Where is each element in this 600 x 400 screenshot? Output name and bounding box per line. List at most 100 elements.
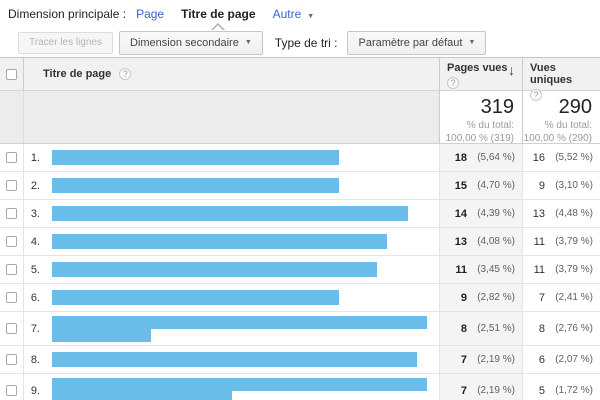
redaction-bar xyxy=(52,178,339,193)
row-checkbox[interactable] xyxy=(6,292,17,303)
vues-uniques-percent: (3,10 %) xyxy=(555,180,593,191)
row-checkbox[interactable] xyxy=(6,236,17,247)
column-header-label: Vues uniques xyxy=(530,62,573,86)
chevron-down-icon: ▼ xyxy=(244,39,252,46)
row-rank: 6. xyxy=(30,291,40,304)
select-all-checkbox[interactable] xyxy=(6,68,17,80)
totals-pages-vues: 319 % du total: 100,00 % (319) xyxy=(439,91,522,144)
vues-uniques-cell: 11 (3,79 %) xyxy=(522,256,600,283)
row-checkbox-cell xyxy=(0,374,24,400)
row-rank: 2. xyxy=(30,179,40,192)
header-checkbox-cell xyxy=(0,58,24,90)
chevron-down-icon: ▼ xyxy=(307,13,315,20)
report-toolbar: Tracer les lignes Dimension secondaire ▼ … xyxy=(0,28,600,57)
row-checkbox[interactable] xyxy=(6,208,17,219)
row-checkbox-cell xyxy=(0,228,24,255)
sort-descending-icon[interactable]: ↓ xyxy=(508,62,515,78)
table-row: 2. 15 (4,70 %) 9 (3,10 %) xyxy=(0,172,600,200)
page-title-cell: 1. xyxy=(24,144,439,171)
column-header-vues-uniques[interactable]: Vues uniques ? xyxy=(522,58,600,101)
row-checkbox[interactable] xyxy=(6,264,17,275)
vues-uniques-percent: (3,79 %) xyxy=(555,236,593,247)
pages-vues-percent: (4,70 %) xyxy=(477,180,515,191)
vues-uniques-value: 11 xyxy=(533,263,545,276)
pages-vues-value: 11 xyxy=(455,263,467,276)
redaction-bar xyxy=(52,390,232,400)
pages-vues-percent: (2,19 %) xyxy=(477,354,515,365)
redaction-bar xyxy=(52,262,377,277)
page-title-cell: 4. xyxy=(24,228,439,255)
column-header-label: Titre de page xyxy=(43,68,112,80)
pages-vues-value: 13 xyxy=(454,235,467,248)
help-icon[interactable]: ? xyxy=(119,68,132,80)
redacted-page-title xyxy=(52,290,339,305)
table-body: 1. 18 (5,64 %) 16 (5,52 %) 2. 15 (4,70 %… xyxy=(0,144,600,400)
vues-uniques-cell: 13 (4,48 %) xyxy=(522,200,600,227)
page-title-cell: 9. xyxy=(24,374,439,400)
sort-type-label: Type de tri : xyxy=(274,35,338,50)
plot-rows-button[interactable]: Tracer les lignes xyxy=(18,31,113,54)
column-header-pages-vues[interactable]: Pages vues ↓ ? xyxy=(439,58,522,90)
vues-uniques-value: 16 xyxy=(532,151,545,164)
row-checkbox-cell xyxy=(0,312,24,345)
dimension-tab-autre-label: Autre xyxy=(272,7,302,21)
totals-vues-uniques-value: 290 xyxy=(558,96,592,118)
redacted-page-title xyxy=(52,206,408,221)
pages-vues-percent: (3,45 %) xyxy=(477,264,515,275)
pages-vues-percent: (5,64 %) xyxy=(477,152,515,163)
row-rank: 9. xyxy=(30,384,40,397)
totals-pages-vues-pct: 100,00 % (319) xyxy=(445,133,514,144)
table-row: 9. 7 (2,19 %) 5 (1,72 %) xyxy=(0,374,600,400)
pages-vues-cell: 14 (4,39 %) xyxy=(439,200,522,227)
page-title-cell: 5. xyxy=(24,256,439,283)
table-row: 1. 18 (5,64 %) 16 (5,52 %) xyxy=(0,144,600,172)
totals-spacer xyxy=(0,91,24,143)
redaction-bar xyxy=(52,328,151,342)
data-table: Titre de page ? Pages vues ↓ ? Vues uniq… xyxy=(0,57,600,400)
help-icon[interactable]: ? xyxy=(530,89,542,101)
redacted-page-title xyxy=(52,234,387,249)
dimension-tab-titre-de-page[interactable]: Titre de page xyxy=(181,7,256,31)
vues-uniques-value: 9 xyxy=(538,179,545,192)
vues-uniques-cell: 16 (5,52 %) xyxy=(522,144,600,171)
page-title-cell: 3. xyxy=(24,200,439,227)
pages-vues-value: 8 xyxy=(460,322,467,335)
row-checkbox[interactable] xyxy=(6,323,17,334)
secondary-dimension-dropdown[interactable]: Dimension secondaire ▼ xyxy=(119,30,263,55)
secondary-dimension-label: Dimension secondaire xyxy=(130,36,239,49)
totals-pages-vues-value: 319 xyxy=(480,96,514,118)
column-header-titre-de-page[interactable]: Titre de page ? xyxy=(24,58,439,90)
vues-uniques-cell: 6 (2,07 %) xyxy=(522,346,600,373)
vues-uniques-value: 5 xyxy=(538,384,545,397)
vues-uniques-value: 6 xyxy=(538,353,545,366)
dimension-tab-page[interactable]: Page xyxy=(136,7,165,21)
row-checkbox[interactable] xyxy=(6,385,17,396)
table-row: 7. 8 (2,51 %) 8 (2,76 %) xyxy=(0,312,600,346)
vues-uniques-cell: 7 (2,41 %) xyxy=(522,284,600,311)
vues-uniques-percent: (5,52 %) xyxy=(555,152,593,163)
table-row: 6. 9 (2,82 %) 7 (2,41 %) xyxy=(0,284,600,312)
row-checkbox[interactable] xyxy=(6,152,17,163)
primary-dimension-label: Dimension principale : xyxy=(8,7,127,21)
pages-vues-percent: (2,82 %) xyxy=(477,292,515,303)
sort-type-value: Paramètre par défaut xyxy=(358,36,463,49)
pages-vues-value: 7 xyxy=(460,384,467,397)
row-checkbox[interactable] xyxy=(6,180,17,191)
pages-vues-cell: 15 (4,70 %) xyxy=(439,172,522,199)
pages-vues-value: 15 xyxy=(454,179,467,192)
pages-vues-percent: (2,51 %) xyxy=(477,323,515,334)
table-row: 8. 7 (2,19 %) 6 (2,07 %) xyxy=(0,346,600,374)
redacted-page-title xyxy=(52,352,417,367)
redaction-bar xyxy=(52,377,427,391)
help-icon[interactable]: ? xyxy=(447,77,459,89)
row-checkbox-cell xyxy=(0,172,24,199)
totals-row: 319 % du total: 100,00 % (319) 290 % du … xyxy=(0,91,600,144)
row-checkbox[interactable] xyxy=(6,354,17,365)
pages-vues-cell: 9 (2,82 %) xyxy=(439,284,522,311)
row-checkbox-cell xyxy=(0,346,24,373)
dimension-tab-autre[interactable]: Autre ▼ xyxy=(273,7,315,21)
redacted-page-title xyxy=(52,262,377,277)
sort-type-dropdown[interactable]: Paramètre par défaut ▼ xyxy=(347,30,487,55)
redaction-bar xyxy=(52,290,339,305)
